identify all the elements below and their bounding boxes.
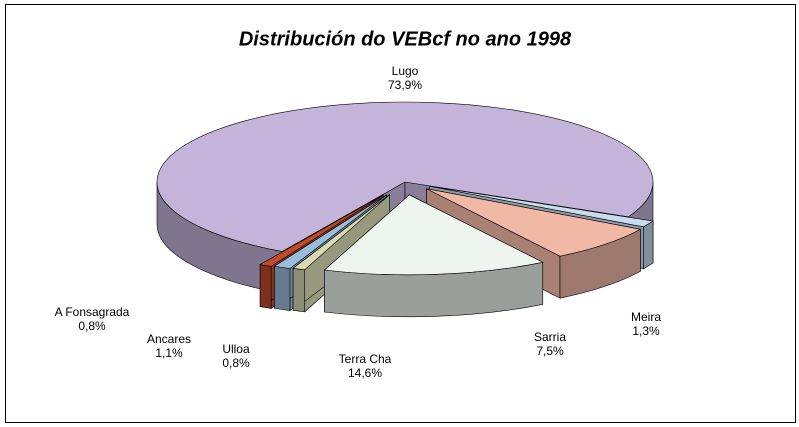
- slice-label: A Fonsagrada: [55, 305, 130, 319]
- slice-value-label: 73,9%: [388, 78, 422, 92]
- slice-top: [273, 194, 387, 269]
- slice-value-label: 14,6%: [348, 366, 382, 380]
- slice-value-label: 1,3%: [632, 324, 660, 338]
- slice: [323, 194, 544, 318]
- slice-value-label: 1,1%: [155, 346, 183, 360]
- slice-label: Ulloa: [222, 342, 250, 356]
- slice-label: Meira: [631, 310, 661, 324]
- slice-value-label: 7,5%: [536, 344, 564, 358]
- slice-top: [429, 185, 654, 228]
- slice-side: [274, 265, 291, 311]
- slice-top: [259, 194, 384, 267]
- slice-value-label: 0,8%: [222, 356, 250, 370]
- slice-top: [323, 194, 544, 276]
- slice-side: [643, 220, 654, 270]
- slice-label: Sarria: [534, 330, 566, 344]
- slice-label: Ancares: [147, 332, 191, 346]
- slice-top: [426, 188, 642, 257]
- slice-value-label: 0,8%: [78, 319, 106, 333]
- chart-title: Distribución do VEBcf no ano 1998: [239, 28, 572, 50]
- slice-top: [156, 101, 654, 252]
- slice-label: Lugo: [392, 64, 419, 78]
- slice-label: Terra Cha: [339, 352, 392, 366]
- slice-top: [292, 194, 390, 271]
- slice-side: [259, 264, 272, 309]
- slice-side: [292, 267, 306, 313]
